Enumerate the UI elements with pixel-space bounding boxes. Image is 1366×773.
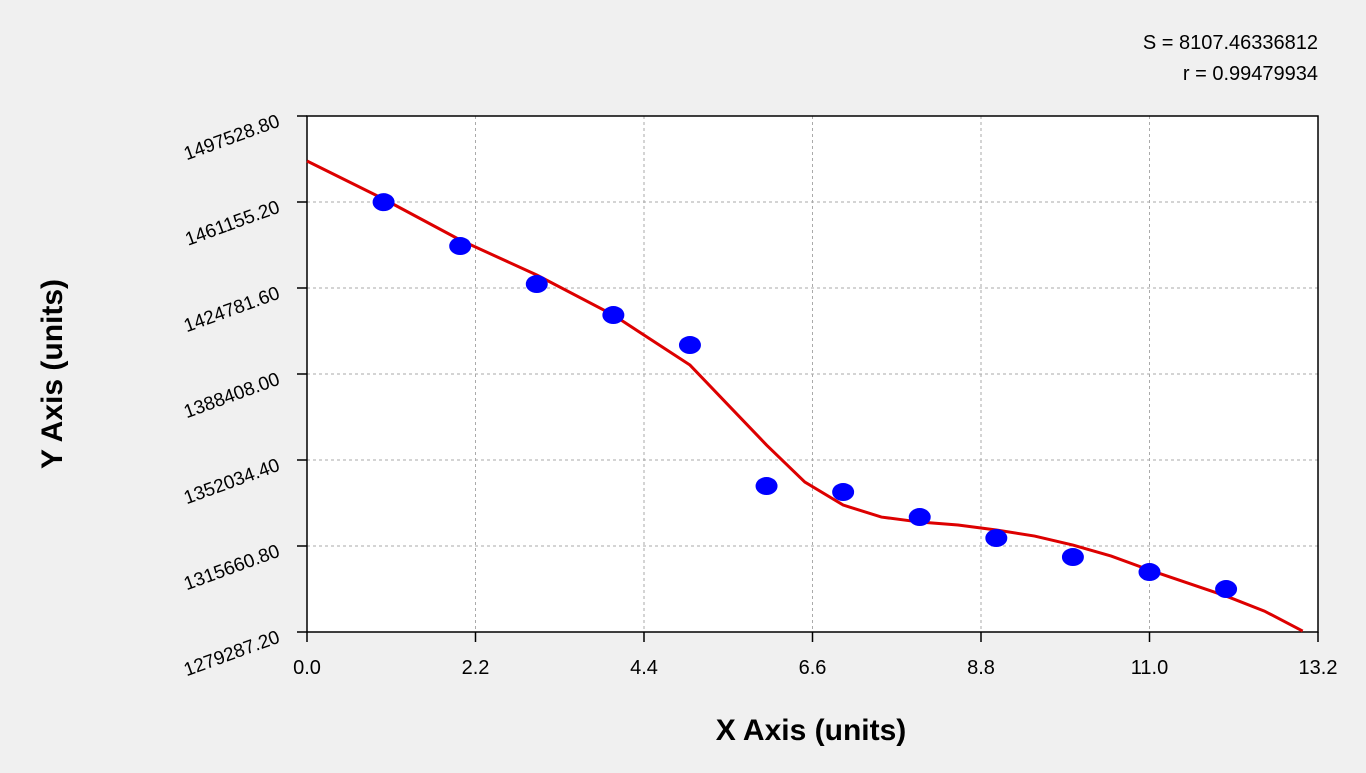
x-tick-label: 0.0 (293, 657, 321, 679)
data-point (1138, 563, 1161, 582)
data-point (1215, 580, 1238, 599)
data-point (525, 275, 548, 294)
x-tick-label: 11.0 (1131, 657, 1168, 679)
annotation: r = 0.99479934 (1183, 63, 1318, 85)
data-point (1061, 548, 1084, 567)
x-tick-label: 2.2 (462, 657, 490, 679)
x-tick-label: 13.2 (1299, 657, 1338, 679)
y-tick-label: 1497528.80 (181, 111, 283, 165)
data-point (755, 477, 778, 496)
data-point (985, 529, 1008, 548)
x-tick-label: 6.6 (799, 657, 827, 679)
y-tick-label: 1388408.00 (181, 369, 283, 423)
data-point (372, 193, 395, 212)
data-point (832, 483, 855, 502)
x-axis-label: X Axis (units) (716, 714, 907, 747)
data-point (602, 306, 625, 325)
x-tick-label: 4.4 (630, 657, 658, 679)
y-axis-label: Y Axis (units) (36, 279, 69, 469)
x-tick-label: 8.8 (967, 657, 995, 679)
y-tick-label: 1279287.20 (181, 627, 283, 681)
data-point (678, 336, 701, 355)
data-point (908, 508, 931, 527)
y-tick-label: 1315660.80 (181, 541, 283, 595)
fit-line (306, 159, 1304, 633)
annotation: S = 8107.46336812 (1143, 32, 1318, 54)
plot-frame (306, 115, 1319, 633)
y-tick-label: 1352034.40 (181, 455, 283, 509)
data-point (449, 237, 472, 256)
y-tick-label: 1461155.20 (183, 197, 283, 251)
y-tick-label: 1424781.60 (181, 283, 283, 337)
